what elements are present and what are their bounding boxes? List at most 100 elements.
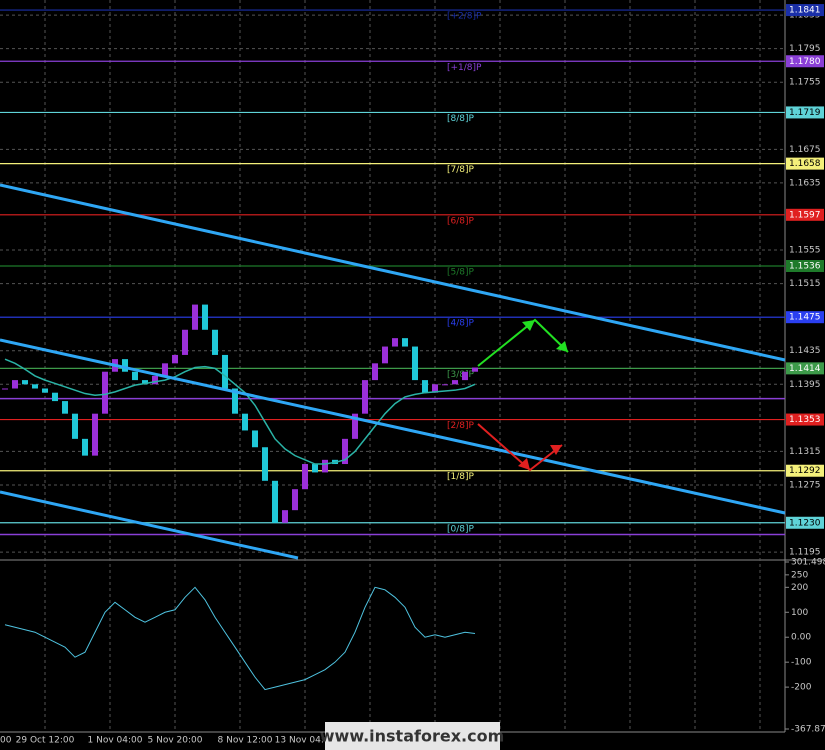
level-name: [5/8]P: [447, 267, 475, 277]
level-name: [6/8]P: [447, 216, 475, 226]
candle: [212, 329, 218, 355]
candle: [182, 329, 188, 355]
y-tick-label: 0.00: [791, 633, 811, 643]
level-price-label: 1.1597: [789, 210, 821, 220]
y-tick-label: -367.870: [791, 725, 825, 735]
watermark: www.instaforex.com: [320, 727, 504, 746]
level-price-label: 1.1780: [789, 57, 821, 67]
candle: [372, 363, 378, 381]
candle: [342, 438, 348, 465]
candle: [122, 359, 128, 372]
watermark-box: [325, 722, 500, 750]
candle: [92, 413, 98, 456]
level-name: [+2/8]P: [447, 12, 482, 22]
arrow-head: [556, 341, 568, 352]
y-tick-label: 1.1395: [789, 380, 821, 390]
x-tick-label: 8 Nov 12:00: [218, 736, 273, 746]
y-tick-label: 1.1315: [789, 447, 821, 457]
level-price-box: [786, 259, 824, 272]
level-name: [7/8]P: [447, 165, 475, 175]
level-name: [1/8]P: [447, 472, 475, 482]
arrow-head: [518, 458, 530, 470]
indicator-line: [4, 586, 476, 691]
moving-average: [4, 358, 476, 465]
arrow-head: [522, 320, 535, 331]
y-tick-label: 200: [791, 583, 808, 593]
level-price-label: 1.1292: [789, 466, 821, 476]
candle: [142, 380, 148, 385]
candle: [412, 346, 418, 381]
candle: [442, 384, 448, 386]
level-price-label: 1.1475: [789, 313, 821, 323]
y-tick-label: 1.1755: [789, 78, 821, 88]
level-price-box: [786, 413, 824, 426]
y-tick-label: 1.1515: [789, 279, 821, 289]
candle: [102, 371, 108, 414]
x-tick-label: 13 Nov 04:00: [275, 736, 336, 746]
x-tick-label: 5 Nov 20:00: [148, 736, 203, 746]
x-tick-label: 1 Nov 04:00: [88, 736, 143, 746]
level-name: [+1/8]P: [447, 63, 482, 73]
level-price-box: [786, 208, 824, 221]
candle: [62, 401, 68, 414]
candle: [172, 354, 178, 364]
level-price-label: 1.1658: [789, 159, 821, 169]
level-price-box: [786, 4, 824, 17]
level-price-box: [786, 464, 824, 477]
level-price-box: [786, 362, 824, 375]
y-tick-label: -100: [791, 658, 812, 668]
level-name: [2/8]P: [447, 421, 475, 431]
y-tick-label: 1.1555: [789, 246, 821, 256]
candle: [22, 380, 28, 385]
level-name: [3/8]P: [447, 370, 475, 380]
level-price-label: 1.1353: [789, 415, 821, 425]
arrow-head: [550, 445, 562, 455]
y-tick-label: 1.1275: [789, 480, 821, 490]
level-name: [0/8]P: [447, 524, 475, 534]
candle: [422, 380, 428, 393]
candle: [282, 510, 288, 523]
candle: [312, 464, 318, 473]
candle: [32, 384, 38, 389]
y-tick-label: 301.498: [791, 558, 825, 568]
candle: [472, 367, 478, 372]
candle: [322, 459, 328, 473]
candle: [302, 464, 308, 490]
y-tick-label: 250: [791, 570, 808, 580]
x-tick-label: 29 Oct 12:00: [16, 736, 75, 746]
candle: [242, 413, 248, 431]
y-tick-label: 1.1195: [789, 548, 821, 558]
level-price-label: 1.1414: [789, 364, 821, 374]
level-price-box: [786, 157, 824, 170]
y-tick-label: 100: [791, 608, 808, 618]
candle: [232, 388, 238, 414]
candle: [192, 304, 198, 330]
candle: [292, 489, 298, 511]
candle: [402, 338, 408, 347]
y-tick-label: 1.1635: [789, 178, 821, 188]
candle: [392, 338, 398, 347]
candle: [82, 438, 88, 456]
level-price-box: [786, 106, 824, 119]
candle: [152, 375, 158, 385]
y-tick-label: -200: [791, 683, 812, 693]
level-price-box: [786, 311, 824, 324]
level-price-label: 1.1230: [789, 518, 821, 528]
trend-line: [0, 490, 299, 560]
level-name: [4/8]P: [447, 319, 475, 329]
y-tick-label: 1.1435: [789, 346, 821, 356]
level-price-box: [786, 55, 824, 68]
candle: [52, 392, 58, 402]
trend-line: [0, 183, 786, 362]
candle: [252, 430, 258, 448]
candle: [72, 413, 78, 439]
level-price-box: [786, 516, 824, 529]
candle: [262, 447, 268, 481]
candle: [42, 388, 48, 393]
candle: [432, 384, 438, 393]
candle: [2, 388, 8, 390]
y-tick-label: 1.1795: [789, 44, 821, 54]
candle: [462, 371, 468, 381]
level-price-label: 1.1841: [789, 6, 821, 16]
